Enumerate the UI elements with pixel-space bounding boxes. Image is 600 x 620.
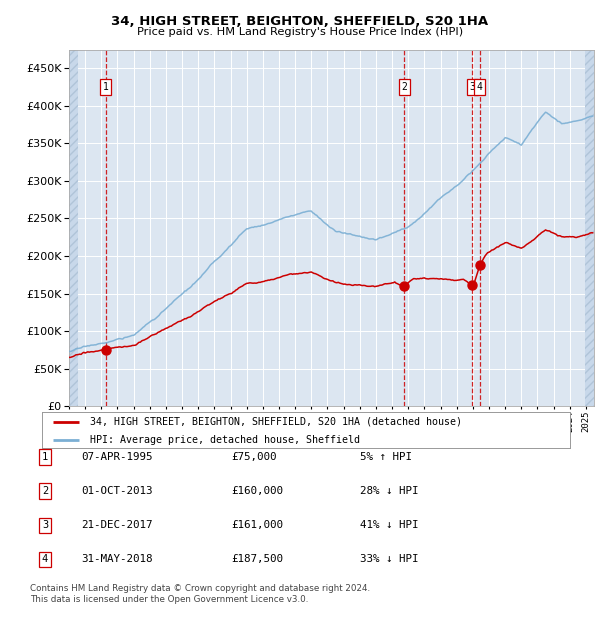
Text: 34, HIGH STREET, BEIGHTON, SHEFFIELD, S20 1HA (detached house): 34, HIGH STREET, BEIGHTON, SHEFFIELD, S2… [89,417,461,427]
Text: 41% ↓ HPI: 41% ↓ HPI [360,520,419,530]
Text: Contains HM Land Registry data © Crown copyright and database right 2024.: Contains HM Land Registry data © Crown c… [30,583,370,593]
Text: £160,000: £160,000 [231,486,283,496]
Text: 01-OCT-2013: 01-OCT-2013 [81,486,152,496]
Text: £75,000: £75,000 [231,452,277,462]
Text: 3: 3 [42,520,48,530]
Text: 4: 4 [42,554,48,564]
Text: 5% ↑ HPI: 5% ↑ HPI [360,452,412,462]
Text: £187,500: £187,500 [231,554,283,564]
Text: 31-MAY-2018: 31-MAY-2018 [81,554,152,564]
Text: 3: 3 [469,82,475,92]
Text: 1: 1 [103,82,109,92]
Text: 07-APR-1995: 07-APR-1995 [81,452,152,462]
Text: Price paid vs. HM Land Registry's House Price Index (HPI): Price paid vs. HM Land Registry's House … [137,27,463,37]
Text: 33% ↓ HPI: 33% ↓ HPI [360,554,419,564]
Text: 28% ↓ HPI: 28% ↓ HPI [360,486,419,496]
Text: 2: 2 [401,82,407,92]
Text: 34, HIGH STREET, BEIGHTON, SHEFFIELD, S20 1HA: 34, HIGH STREET, BEIGHTON, SHEFFIELD, S2… [112,15,488,28]
Text: 2: 2 [42,486,48,496]
Text: £161,000: £161,000 [231,520,283,530]
Text: 1: 1 [42,452,48,462]
Text: 21-DEC-2017: 21-DEC-2017 [81,520,152,530]
Text: 4: 4 [476,82,482,92]
Text: This data is licensed under the Open Government Licence v3.0.: This data is licensed under the Open Gov… [30,595,308,604]
Text: HPI: Average price, detached house, Sheffield: HPI: Average price, detached house, Shef… [89,435,359,445]
